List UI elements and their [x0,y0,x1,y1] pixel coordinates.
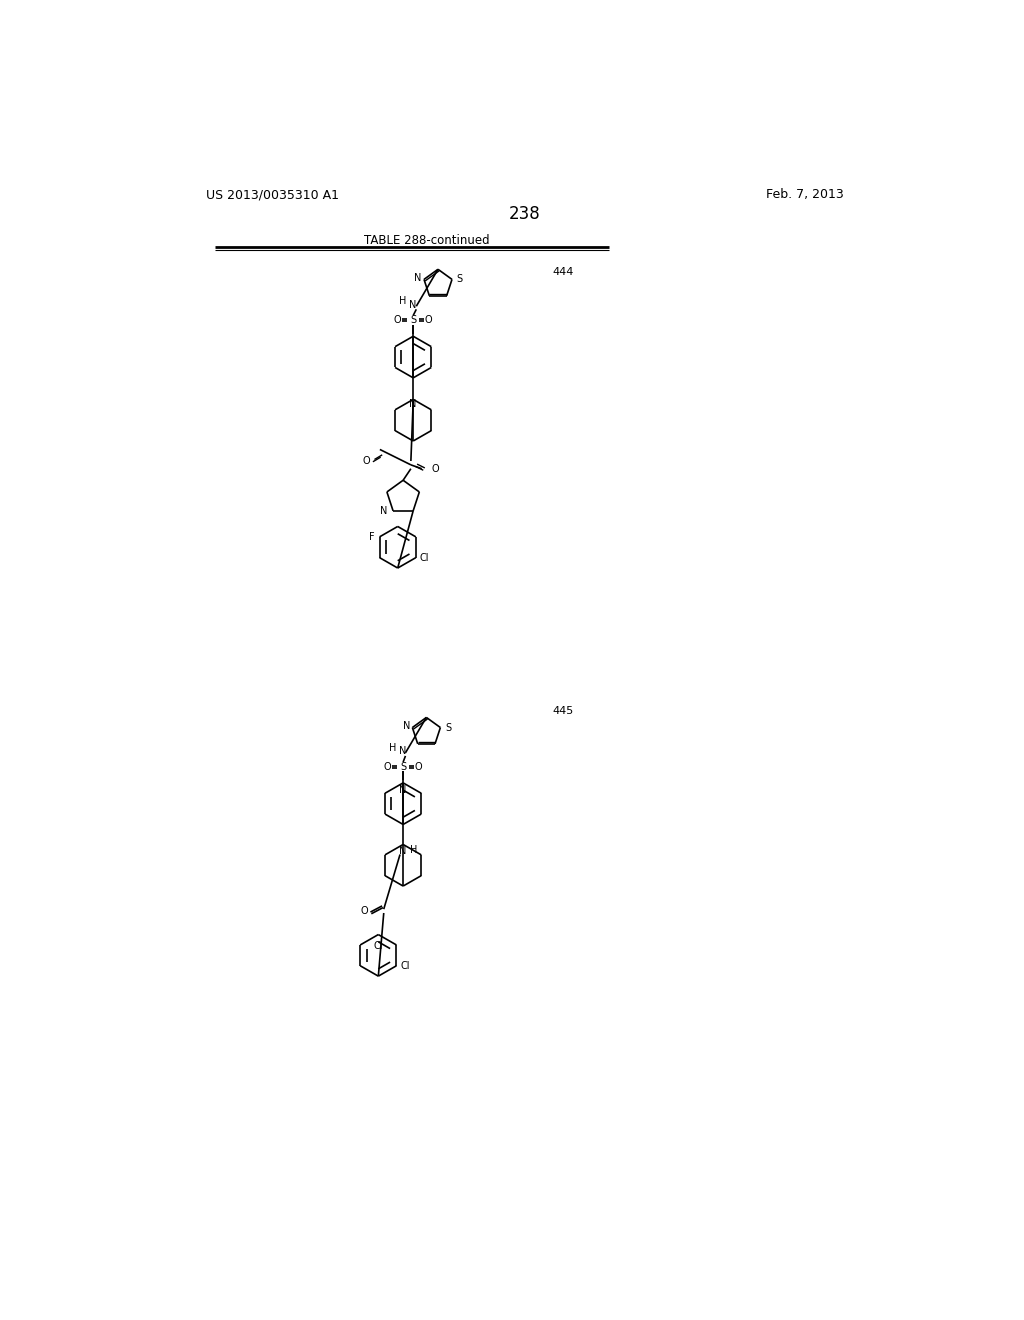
Text: N: N [415,273,422,282]
Text: O: O [362,455,370,466]
Text: Cl: Cl [420,553,429,562]
Text: O: O [425,315,432,325]
Text: F: F [370,532,375,541]
Text: H: H [389,743,396,754]
Text: O: O [360,906,369,916]
Text: N: N [409,300,416,310]
Text: 444: 444 [553,268,574,277]
Text: O: O [431,463,438,474]
Text: 238: 238 [509,205,541,223]
Text: US 2013/0035310 A1: US 2013/0035310 A1 [206,187,339,201]
Text: S: S [400,762,407,772]
Text: S: S [445,722,452,733]
Text: N: N [402,721,410,731]
Text: H: H [411,845,418,855]
Text: S: S [411,315,417,325]
Text: Cl: Cl [374,941,383,950]
Text: Feb. 7, 2013: Feb. 7, 2013 [766,187,844,201]
Text: N: N [380,506,388,516]
Text: N: N [399,746,407,756]
Text: O: O [384,762,391,772]
Text: N: N [399,846,407,857]
Text: Cl: Cl [400,961,410,970]
Text: O: O [415,762,423,772]
Text: 445: 445 [553,706,573,717]
Text: O: O [394,315,401,325]
Text: N: N [399,785,407,795]
Text: H: H [398,296,407,306]
Text: TABLE 288-continued: TABLE 288-continued [365,234,490,247]
Text: S: S [457,275,463,284]
Text: N: N [409,399,416,409]
